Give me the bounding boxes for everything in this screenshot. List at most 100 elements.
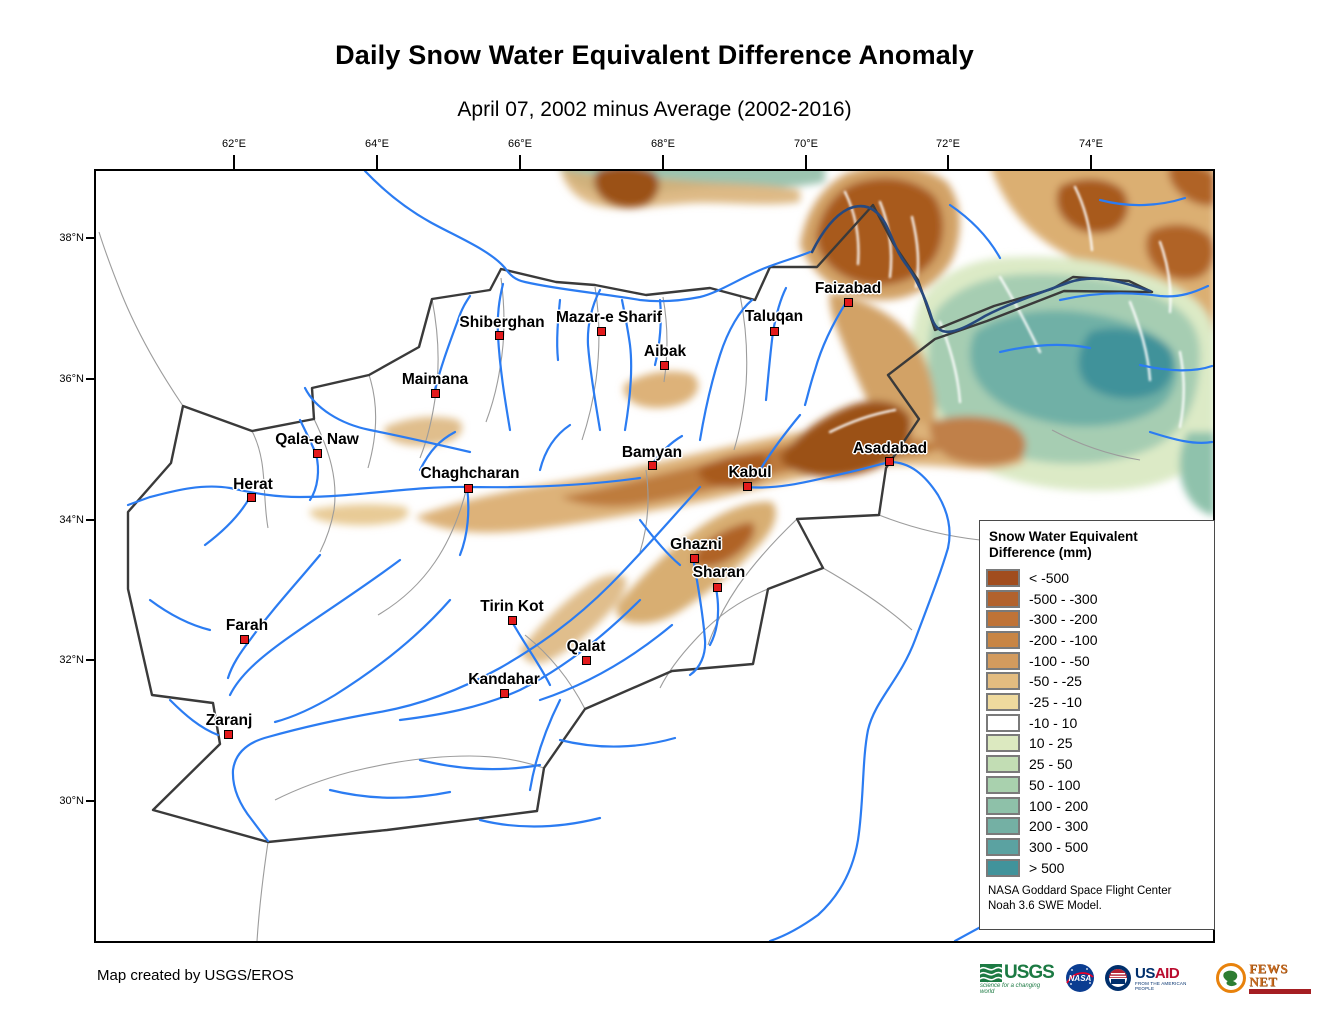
legend-swatch — [986, 775, 1020, 794]
city-label: Aibak — [643, 343, 687, 360]
legend-label: 200 - 300 — [1029, 818, 1089, 835]
city-label: Asadabad — [852, 440, 928, 457]
legend-row: 100 - 200 — [986, 796, 1208, 815]
city-label: Faizabad — [814, 280, 882, 297]
afghanistan-border — [126, 203, 1154, 844]
city-marker — [495, 331, 504, 340]
usgs-wave-icon — [980, 963, 1002, 982]
legend-label: 25 - 50 — [1029, 756, 1073, 773]
longitude-tick — [1090, 155, 1092, 169]
legend-swatch — [986, 796, 1020, 815]
legend-row: > 500 — [986, 858, 1208, 877]
legend-label: -500 - -300 — [1029, 590, 1098, 607]
city-label: Kabul — [728, 464, 772, 481]
legend-swatch — [986, 817, 1020, 836]
legend-swatch — [986, 672, 1020, 691]
legend-row: -10 - 10 — [986, 713, 1208, 732]
legend-label: -200 - -100 — [1029, 632, 1098, 649]
svg-text:NASA: NASA — [1069, 974, 1092, 983]
fewsnet-bar — [1249, 989, 1312, 994]
page-subtitle: April 07, 2002 minus Average (2002-2016) — [457, 98, 852, 121]
legend-swatch — [986, 568, 1020, 587]
usaid-logo: USAID FROM THE AMERICAN PEOPLE — [1104, 964, 1207, 992]
city-marker — [313, 449, 322, 458]
city-marker — [247, 493, 256, 502]
city-label: Farah — [225, 617, 269, 634]
legend-swatch — [986, 589, 1020, 608]
nasa-logo: NASA — [1065, 963, 1095, 993]
longitude-label: 70°E — [794, 138, 818, 150]
city-marker — [464, 484, 473, 493]
usaid-wordmark: USAID — [1135, 964, 1180, 982]
legend-swatch — [986, 651, 1020, 670]
map-canvas — [98, 171, 1213, 941]
legend-swatch — [986, 837, 1020, 856]
city-marker — [597, 327, 606, 336]
legend-label: > 500 — [1029, 859, 1065, 876]
map-frame: Faizabad Taluqan Mazar-e Sharif Shiberghan A… — [94, 169, 1215, 943]
city-label: Sharan — [692, 564, 746, 581]
legend-label: 10 - 25 — [1029, 735, 1073, 752]
legend-label: -50 - -25 — [1029, 673, 1082, 690]
city-label: Bamyan — [621, 444, 683, 461]
legend: Snow Water Equivalent Difference (mm) < … — [979, 520, 1215, 930]
longitude-label: 72°E — [936, 138, 960, 150]
legend-row: -200 - -100 — [986, 630, 1208, 650]
longitude-tick — [376, 155, 378, 169]
legend-label: 300 - 500 — [1029, 838, 1089, 855]
legend-swatch — [986, 734, 1020, 753]
legend-row: 200 - 300 — [986, 817, 1208, 836]
city-marker — [648, 461, 657, 470]
legend-label: 100 - 200 — [1029, 797, 1089, 814]
legend-items: < -500 -500 - -300 -300 - -200 -200 - -100 -… — [986, 568, 1208, 877]
city-marker — [690, 554, 699, 563]
legend-row: -500 - -300 — [986, 589, 1208, 608]
legend-label: 50 - 100 — [1029, 776, 1081, 793]
city-marker — [582, 656, 591, 665]
legend-label: -300 - -200 — [1029, 611, 1098, 628]
legend-title: Snow Water Equivalent Difference (mm) — [989, 529, 1138, 561]
legend-label: < -500 — [1029, 569, 1070, 586]
legend-swatch — [986, 610, 1020, 629]
latitude-label: 34°N — [59, 514, 84, 526]
city-label: Maimana — [401, 371, 469, 388]
city-label: Shiberghan — [459, 314, 545, 331]
city-marker — [743, 482, 752, 491]
city-marker — [770, 327, 779, 336]
legend-swatch — [986, 693, 1020, 712]
legend-row: -300 - -200 — [986, 610, 1208, 629]
usgs-logo: USGS science for a changing world — [980, 961, 1055, 995]
city-label: Chaghcharan — [420, 465, 520, 482]
legend-row: -100 - -50 — [986, 651, 1208, 670]
legend-row: 25 - 50 — [986, 755, 1208, 774]
logo-strip: USGS science for a changing world NASA — [980, 958, 1320, 998]
latitude-label: 32°N — [59, 654, 84, 666]
fewsnet-logo: FEWS NET — [1216, 962, 1320, 994]
longitude-label: 62°E — [222, 138, 246, 150]
legend-swatch — [986, 858, 1020, 877]
city-label: Tirin Kot — [480, 598, 544, 615]
page-title: Daily Snow Water Equivalent Difference A… — [335, 40, 974, 70]
latitude-tick — [86, 378, 94, 380]
longitude-tick — [805, 155, 807, 169]
legend-row: 50 - 100 — [986, 775, 1208, 794]
legend-swatch — [986, 713, 1020, 732]
city-marker — [713, 583, 722, 592]
legend-row: 300 - 500 — [986, 837, 1208, 856]
legend-swatch — [986, 755, 1020, 774]
credit-text: Map created by USGS/EROS — [97, 967, 294, 984]
legend-row: 10 - 25 — [986, 734, 1208, 753]
longitude-tick — [947, 155, 949, 169]
longitude-tick — [662, 155, 664, 169]
city-label: Ghazni — [670, 536, 722, 553]
city-label: Herat — [233, 476, 273, 493]
legend-row: -25 - -10 — [986, 693, 1208, 712]
city-marker — [500, 689, 509, 698]
city-label: Kandahar — [468, 671, 540, 688]
legend-swatch — [986, 631, 1020, 650]
longitude-label: 66°E — [508, 138, 532, 150]
latitude-tick — [86, 800, 94, 802]
city-label: Qalat — [566, 638, 606, 655]
legend-row: -50 - -25 — [986, 672, 1208, 691]
